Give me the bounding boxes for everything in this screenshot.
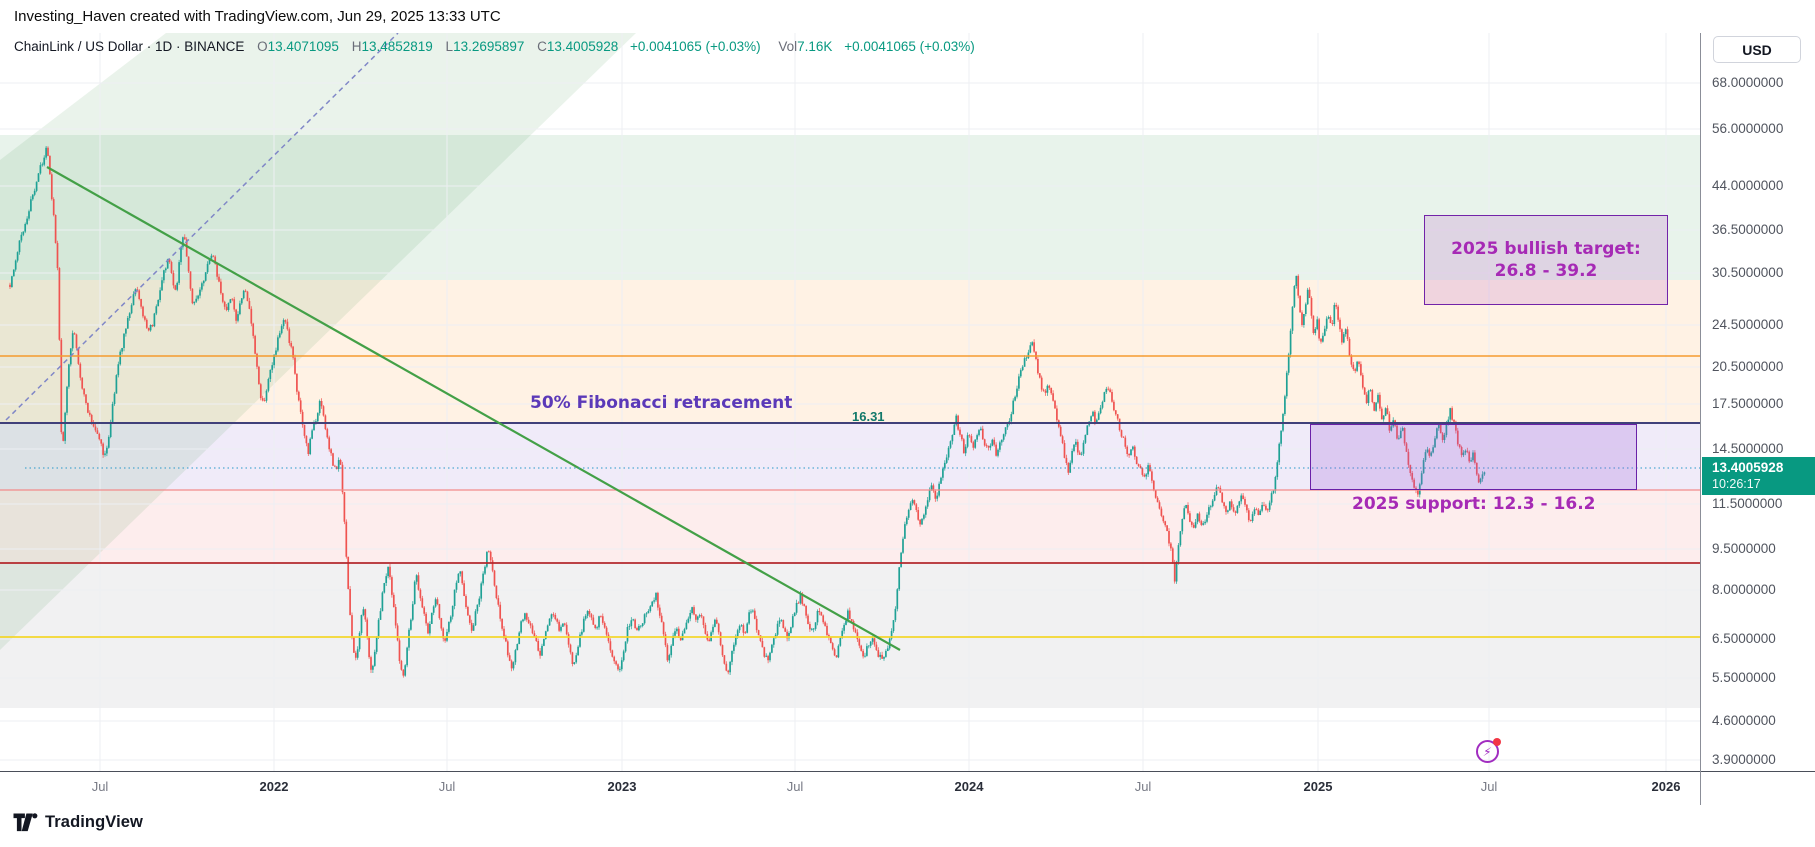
tradingview-logo-icon <box>13 813 38 832</box>
bar-countdown: 10:26:17 <box>1712 477 1761 491</box>
volume-value: 7.16K <box>797 39 833 54</box>
currency-toggle-button[interactable]: USD <box>1713 36 1801 63</box>
time-tick-month: Jul <box>438 779 456 794</box>
price-tick-label: 44.0000000 <box>1712 178 1784 193</box>
magic-ai-button[interactable]: ⚡ <box>1476 738 1501 763</box>
price-tick-label: 3.9000000 <box>1712 752 1776 767</box>
dashed-diagonal-line[interactable] <box>5 32 399 421</box>
price-axis[interactable]: USD 68.0000000 56.0000000 44.0000000 36.500… <box>1700 33 1815 771</box>
time-tick-year: 2022 <box>259 779 289 794</box>
price-tick-label: 6.5000000 <box>1712 631 1776 646</box>
low-value: 13.2695897 <box>453 39 525 54</box>
symbol-legend: ChainLink / US Dollar · 1D · BINANCE O13… <box>14 39 975 54</box>
time-tick-month: Jul <box>786 779 804 794</box>
time-tick-year: 2024 <box>954 779 984 794</box>
chart-canvas[interactable] <box>0 0 1700 771</box>
open-value: 13.4071095 <box>267 39 339 54</box>
volume-label: Vol <box>778 39 798 54</box>
tradingview-logo-text: TradingView <box>45 813 143 831</box>
time-tick-year: 2025 <box>1303 779 1333 794</box>
zone-peach <box>0 280 1700 423</box>
price-tick-label: 17.5000000 <box>1712 396 1784 411</box>
bullish-target-line2: 26.8 - 39.2 <box>1494 261 1598 281</box>
time-tick-month: Jul <box>1134 779 1152 794</box>
price-tick-label: 11.5000000 <box>1712 496 1783 511</box>
close-label: C <box>537 39 547 54</box>
attribution-bar: Investing_Haven created with TradingView… <box>0 0 1815 33</box>
flash-circle-icon: ⚡ <box>1476 740 1499 763</box>
support-zone-label: 2025 support: 12.3 - 16.2 <box>1352 494 1596 514</box>
symbol-title[interactable]: ChainLink / US Dollar · 1D · BINANCE <box>14 39 245 54</box>
candle-bodies-down <box>9 147 1480 676</box>
price-tick-label: 24.5000000 <box>1712 317 1784 332</box>
level-price-label: 16.31 <box>852 409 885 424</box>
descending-trendline[interactable] <box>46 166 901 651</box>
bullish-target-line1: 2025 bullish target: <box>1451 239 1641 259</box>
footer-bar: TradingView <box>0 805 1815 847</box>
lightning-bolt-icon: ⚡ <box>1482 744 1493 759</box>
price-tick-label: 9.5000000 <box>1712 541 1776 556</box>
time-axis[interactable]: Jul 2022 Jul 2023 Jul 2024 Jul 2025 Jul 2026 <box>0 771 1815 805</box>
time-tick-year: 2023 <box>607 779 637 794</box>
notification-dot <box>1493 738 1501 746</box>
zone-gray <box>0 563 1700 708</box>
tradingview-logo[interactable]: TradingView <box>13 813 143 832</box>
volume-change-value: +0.0041065 (+0.03%) <box>844 39 975 54</box>
ascending-channel[interactable] <box>0 33 636 650</box>
price-tick-label: 68.0000000 <box>1712 75 1784 90</box>
open-label: O <box>257 39 268 54</box>
last-price-value: 13.4005928 <box>1712 460 1784 475</box>
axis-corner <box>1700 771 1815 805</box>
price-tick-label: 36.5000000 <box>1712 222 1784 237</box>
fibonacci-annotation[interactable]: 50% Fibonacci retracement <box>530 393 793 413</box>
high-label: H <box>351 39 362 54</box>
chart-svg <box>0 32 1700 771</box>
zone-mint <box>0 135 1700 280</box>
price-tick-label: 4.6000000 <box>1712 713 1776 728</box>
price-tick-label: 5.5000000 <box>1712 670 1776 685</box>
close-value: 13.4005928 <box>546 39 619 54</box>
price-tick-label: 56.0000000 <box>1712 121 1784 136</box>
attribution-text: Investing_Haven created with TradingView… <box>14 8 501 25</box>
price-tick-label: 14.5000000 <box>1712 441 1784 456</box>
time-tick-month: Jul <box>91 779 109 794</box>
price-tick-label: 8.0000000 <box>1712 582 1776 597</box>
price-tick-label: 30.5000000 <box>1712 265 1784 280</box>
time-tick-year: 2026 <box>1651 779 1681 794</box>
price-tick-label: 20.5000000 <box>1712 359 1784 374</box>
change-value: +0.0041065 (+0.03%) <box>630 39 761 54</box>
zone-pink <box>0 490 1700 563</box>
low-label: L <box>445 39 454 54</box>
support-zone-box[interactable] <box>1310 424 1637 490</box>
time-tick-month: Jul <box>1480 779 1498 794</box>
zone-lavender <box>0 423 1700 490</box>
last-price-tag: 13.4005928 10:26:17 <box>1702 457 1815 495</box>
high-value: 13.4852819 <box>361 39 433 54</box>
bullish-target-box[interactable]: 2025 bullish target: 26.8 - 39.2 <box>1424 215 1668 305</box>
